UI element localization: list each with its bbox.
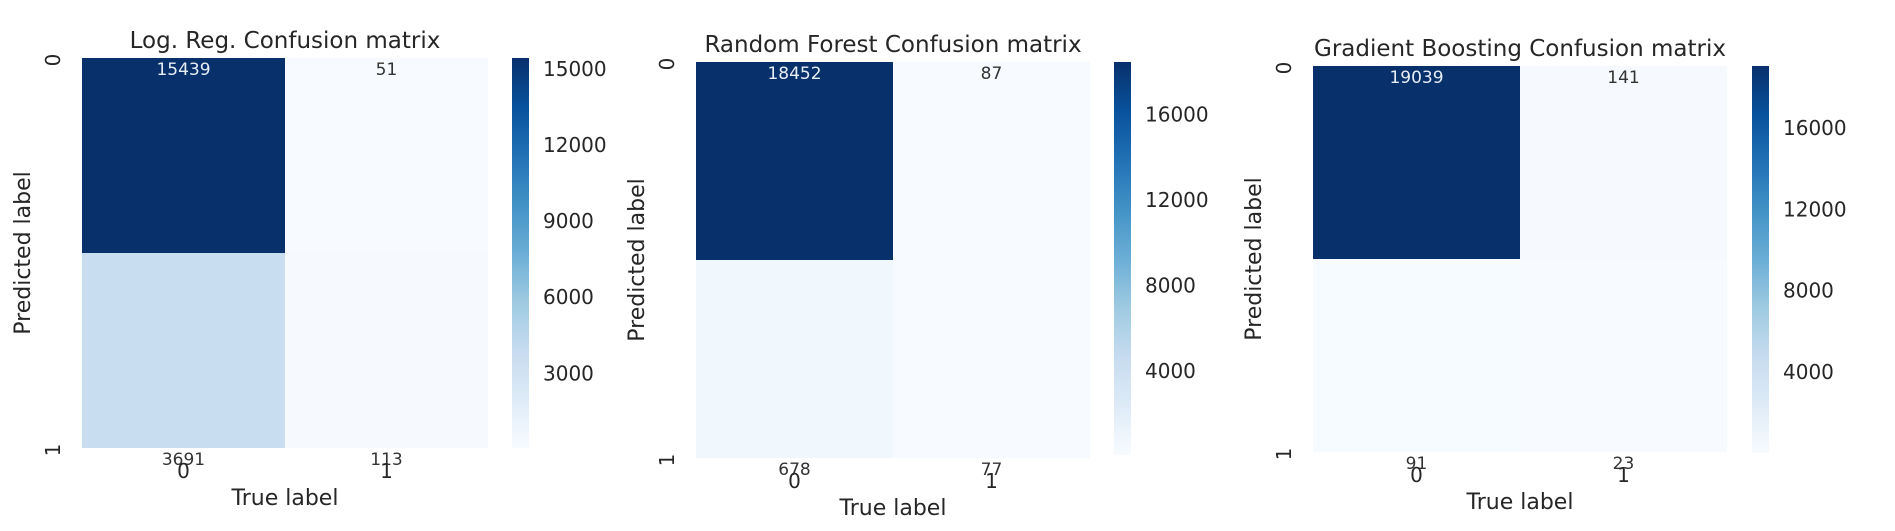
x-axis-label: True label: [839, 496, 947, 521]
cell-value-r0-c1: 51: [376, 60, 398, 80]
y-tick-label-0: 0: [1272, 62, 1296, 75]
colorbar-tick-4000: 4000: [1783, 360, 1834, 384]
y-tick-label-1: 1: [1272, 448, 1296, 461]
colorbar: [1114, 62, 1131, 455]
heatmap-cell-r1-c0: [1313, 259, 1520, 452]
y-axis-label: Predicted label: [11, 171, 36, 334]
cell-value-r0-c0: 18452: [767, 64, 821, 84]
heatmap-cell-r0-c0: [82, 58, 285, 253]
heatmap-cell-r0-c0: [1313, 66, 1520, 259]
heatmap-panel-3: 19039 141 91 23 Gradient Boosting Confusion …: [1242, 36, 1847, 515]
heatmap-cell-r0-c1: [1520, 66, 1727, 259]
colorbar-tick-12000: 12000: [1145, 188, 1209, 212]
cell-value-r1-c0: 678: [778, 460, 810, 480]
colorbar-tick-12000: 12000: [1783, 197, 1847, 221]
colorbar-tick-3000: 3000: [543, 361, 594, 385]
cell-value-r1-c1: 113: [370, 450, 402, 470]
y-tick-label-1: 1: [41, 444, 65, 457]
heatmap-cell-r1-c1: [893, 260, 1090, 458]
cell-value-r1-c0: 3691: [162, 450, 205, 470]
colorbar-tick-16000: 16000: [1783, 116, 1847, 140]
colorbar-tick-12000: 12000: [543, 133, 607, 157]
heatmap-cell-r1-c0: [696, 260, 893, 458]
heatmap-cell-r1-c1: [1520, 259, 1727, 452]
x-axis-label: True label: [231, 486, 339, 511]
y-tick-label-1: 1: [655, 454, 679, 467]
cell-value-r1-c0: 91: [1406, 454, 1428, 474]
cell-value-r0-c1: 141: [1607, 68, 1639, 88]
colorbar-tick-8000: 8000: [1145, 274, 1196, 298]
x-tick-label-1: 1: [380, 459, 393, 483]
heatmap-cell-r0-c1: [285, 58, 488, 253]
colorbar-tick-6000: 6000: [543, 285, 594, 309]
y-tick-label-0: 0: [41, 54, 65, 67]
colorbar-tick-16000: 16000: [1145, 102, 1209, 126]
heatmap-cell-r0-c1: [893, 62, 1090, 260]
x-tick-label-0: 0: [1410, 463, 1423, 487]
x-tick-label-0: 0: [788, 469, 801, 493]
x-tick-label-1: 1: [1617, 463, 1630, 487]
cell-value-r0-c0: 19039: [1389, 68, 1443, 88]
colorbar-tick-4000: 4000: [1145, 359, 1196, 383]
colorbar-tick-9000: 9000: [543, 209, 594, 233]
cell-value-r1-c1: 23: [1613, 454, 1635, 474]
cell-value-r0-c0: 15439: [156, 60, 210, 80]
heatmap-cell-r0-c0: [696, 62, 893, 260]
colorbar-tick-15000: 15000: [543, 57, 607, 81]
heatmap-cell-r1-c0: [82, 253, 285, 448]
chart-title: Gradient Boosting Confusion matrix: [1314, 36, 1726, 62]
y-axis-label: Predicted label: [625, 178, 650, 341]
chart-title: Random Forest Confusion matrix: [704, 32, 1081, 58]
x-axis-label: True label: [1466, 490, 1574, 515]
y-axis-label: Predicted label: [1242, 177, 1267, 340]
heatmap-panel-1: 15439 51 3691 113 Log. Reg. Confusion matrix…: [11, 28, 607, 511]
x-tick-label-0: 0: [177, 459, 190, 483]
x-tick-label-1: 1: [985, 469, 998, 493]
cell-value-r1-c1: 77: [981, 460, 1003, 480]
heatmap-panel-2: 18452 87 678 77 Random Forest Confusion matr…: [625, 32, 1209, 521]
heatmap-cell-r1-c1: [285, 253, 488, 448]
chart-title: Log. Reg. Confusion matrix: [130, 28, 441, 54]
colorbar-tick-8000: 8000: [1783, 279, 1834, 303]
y-tick-label-0: 0: [655, 58, 679, 71]
colorbar: [512, 58, 529, 448]
cell-value-r0-c1: 87: [981, 64, 1003, 84]
colorbar: [1752, 66, 1769, 453]
